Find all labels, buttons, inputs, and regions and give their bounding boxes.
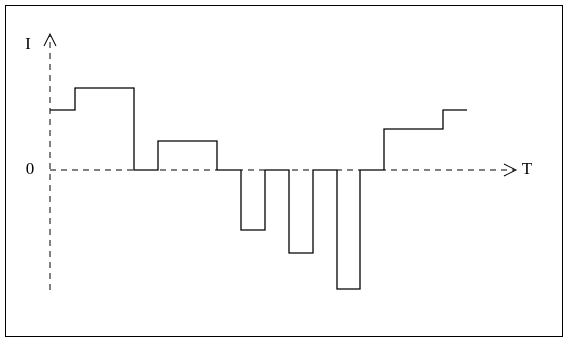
x-axis-label: T (522, 159, 533, 178)
y-axis-arrow (43, 32, 57, 47)
origin-label: 0 (26, 159, 35, 178)
y-axis-label: I (25, 34, 31, 53)
x-axis-arrow (503, 163, 518, 177)
frame (5, 5, 563, 337)
step-signal (50, 87, 467, 290)
